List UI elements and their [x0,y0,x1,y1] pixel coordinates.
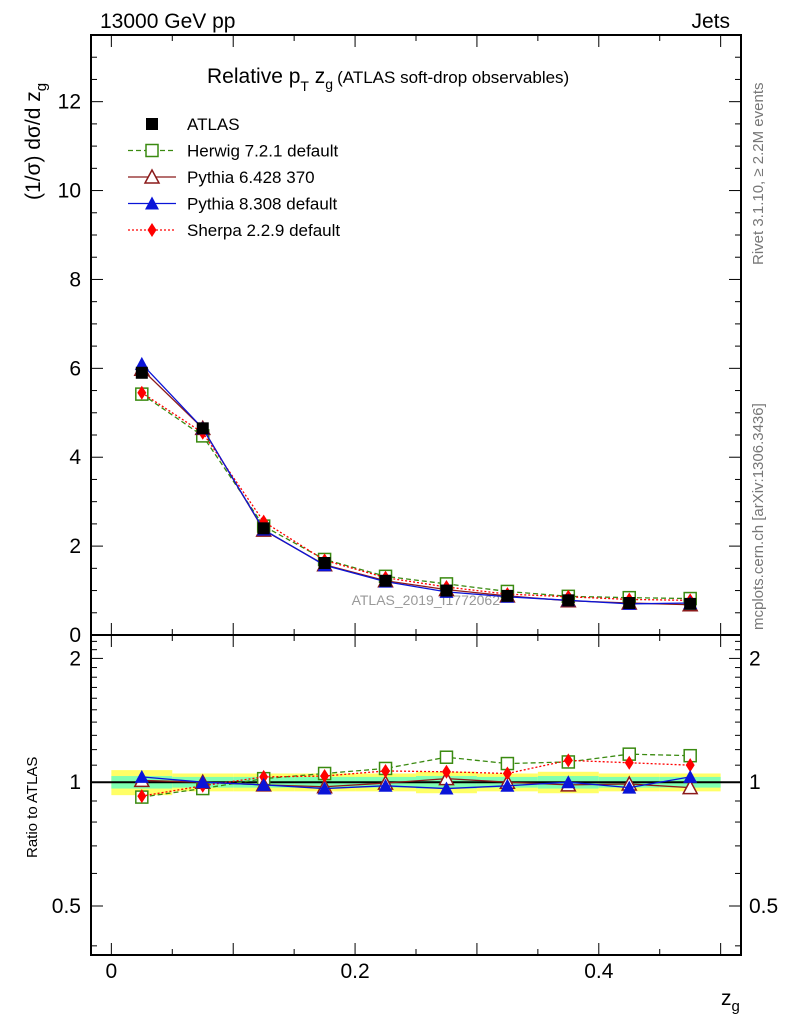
y-tick-label: 2 [69,535,81,558]
main-series-herwig [135,387,697,606]
ratio-y-tick-label-right: 1 [749,771,761,794]
ratio-point-pythia8 [439,781,454,795]
y-tick-label: 8 [69,268,81,291]
ratio-point-sherpa [441,764,451,779]
y-tick-label: 6 [69,357,81,380]
ratio-plot-frame [90,634,742,956]
ratio-point-pythia8 [195,775,210,789]
main-point-pythia8 [134,356,149,370]
header-right: Jets [691,10,730,33]
header-left: 13000 GeV pp [100,10,235,33]
legend-entry-atlas: ATLAS [146,115,240,134]
legend-entry-sherpa: Sherpa 2.2.9 default [128,221,340,240]
main-point-atlas [562,594,575,607]
main-series-atlas [135,366,697,610]
ratio-series-pythia8 [134,769,698,795]
ratio-y-tick-label-left: 1 [69,771,81,794]
legend-label: Herwig 7.2.1 default [187,142,338,161]
ratio-point-pythia8 [378,778,393,792]
main-line-sherpa [141,392,691,601]
legend-marker [143,168,161,184]
ratio-point-sherpa [624,755,634,770]
ratio-line-sherpa [141,759,691,797]
main-point-atlas [318,557,331,569]
x-tick-label: 0.2 [340,960,369,983]
legend-entry-herwig: Herwig 7.2.1 default [128,142,338,161]
ratio-point-pythia8 [256,777,271,791]
ratio-point-pythia8 [134,769,149,783]
legend-marker [145,196,159,210]
main-series-layer [133,356,699,612]
y-tick-label: 0 [69,624,81,647]
legend-entry-pythia8: Pythia 8.308 default [128,195,338,214]
main-series-pythia6 [133,360,699,612]
ratio-y-tick-label-right: 2 [749,647,761,670]
main-line-herwig [141,393,691,600]
main-line-pythia6 [141,368,691,606]
main-point-atlas [257,522,270,535]
ratio-point-sherpa [502,766,512,781]
main-point-atlas [684,597,697,610]
ratio-series-sherpa [137,753,695,804]
legend-label: ATLAS [187,115,240,134]
main-point-atlas [196,422,209,435]
main-line-pythia8 [141,363,691,605]
legend-label: Pythia 8.308 default [187,195,338,214]
main-series-sherpa [137,385,695,608]
legend-entry-pythia6: Pythia 6.428 370 [128,168,315,187]
legend-marker [147,223,157,237]
ratio-point-pythia8 [561,775,576,789]
main-point-atlas [135,366,148,379]
y-axis-label-ratio: Ratio to ATLAS [24,757,41,858]
ratio-point-sherpa [259,769,269,784]
main-point-atlas [379,574,392,587]
ratio-y-tick-label-left: 2 [69,647,81,670]
y-tick-label: 4 [69,446,81,469]
y-axis-label-main: (1/σ) dσ/d zg [22,83,50,200]
x-tick-label: 0 [106,960,118,983]
main-point-atlas [440,584,453,597]
ratio-point-sherpa [685,758,695,773]
plot-title: Relative pT zg (ATLAS soft-drop observabl… [207,65,569,94]
ratio-point-pythia8 [683,769,698,783]
ratio-point-sherpa [137,789,147,804]
mcplots-label: mcplots.cern.ch [arXiv:1306.3436] [750,403,767,630]
main-series-pythia8 [134,356,698,610]
ratio-point-sherpa [563,753,573,768]
ratio-point-sherpa [381,763,391,778]
ratio-y-tick-label-left: 0.5 [52,895,81,918]
y-tick-label: 12 [58,91,81,114]
legend-label: Pythia 6.428 370 [187,168,315,187]
main-point-atlas [623,597,636,609]
x-tick-label: 0.4 [584,960,614,983]
legend-marker [146,118,158,130]
ratio-point-herwig [439,750,454,764]
ratio-point-pythia8 [500,778,515,792]
ratio-point-sherpa [320,769,330,784]
legend-label: Sherpa 2.2.9 default [187,221,340,240]
ratio-series-layer [133,747,699,804]
ratio-point-pythia6 [681,779,699,795]
x-axis-label: zg [721,987,740,1015]
y-tick-label: 10 [58,180,81,203]
ratio-y-tick-label-right: 0.5 [749,895,778,918]
ratio-point-pythia8 [317,781,332,795]
main-point-sherpa [137,385,147,400]
ratio-line-pythia8 [141,776,691,790]
main-point-atlas [501,589,514,602]
ratio-point-pythia8 [622,780,637,794]
legend-marker [145,143,159,158]
legend: ATLAS Herwig 7.2.1 default Pythia 6.428 37… [128,115,340,240]
rivet-label: Rivet 3.1.10, ≥ 2.2M events [750,83,767,266]
analysis-watermark: ATLAS_2019_I1772062 [352,592,501,608]
